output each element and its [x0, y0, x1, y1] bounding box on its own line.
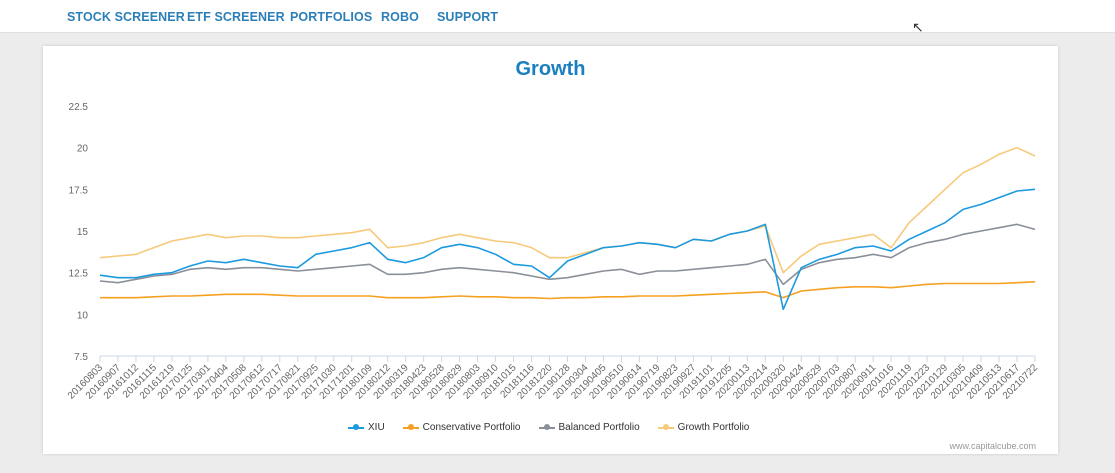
y-tick-label: 22.5	[69, 102, 89, 113]
legend-label: Balanced Portfolio	[558, 422, 640, 433]
series-line-conservative-portfolio	[100, 281, 1036, 300]
legend-item[interactable]: Conservative Portfolio	[402, 422, 521, 433]
nav-stock-screener[interactable]: STOCK SCREENER	[67, 10, 185, 24]
legend-item[interactable]: XIU	[348, 422, 385, 433]
y-tick-label: 17.5	[69, 185, 89, 196]
series-line-growth-portfolio	[99, 146, 1036, 274]
y-tick-label: 7.5	[74, 352, 88, 363]
legend-marker-icon	[348, 423, 364, 430]
legend-label: Growth Portfolio	[677, 422, 750, 433]
y-tick-label: 12.5	[69, 269, 89, 280]
legend-marker-icon	[402, 423, 419, 430]
chart-card: Growth 7.5 10 12.5 15 17.5 20 22.5 20160803 2016…	[43, 46, 1058, 454]
mouse-cursor-icon: ↖	[912, 19, 924, 35]
y-tick-label: 10	[77, 310, 89, 321]
nav-etf-screener[interactable]: ETF SCREENER	[187, 10, 285, 24]
y-tick-label: 15	[77, 227, 89, 238]
line-chart: 7.51012.51517.52022.52016080320160907201…	[66, 102, 1041, 402]
top-nav: STOCK SCREENER ETF SCREENER PORTFOLIOS R…	[0, 0, 1115, 33]
nav-support[interactable]: SUPPORT	[437, 10, 499, 24]
legend-label: Conservative Portfolio	[422, 422, 521, 433]
nav-robo[interactable]: ROBO	[381, 10, 419, 24]
y-tick-label: 20	[77, 144, 89, 155]
chart-title: Growth	[515, 58, 586, 80]
legend-label: XIU	[368, 422, 385, 433]
nav-portfolios[interactable]: PORTFOLIOS	[290, 10, 373, 24]
series-line-xiu	[99, 188, 1036, 311]
legend-item[interactable]: Balanced Portfolio	[538, 422, 640, 433]
series-line-balanced-portfolio	[99, 223, 1036, 286]
watermark: www.capitalcube.com	[949, 441, 1036, 451]
legend-marker-icon	[657, 423, 674, 430]
legend-item[interactable]: Growth Portfolio	[657, 422, 750, 433]
legend-marker-icon	[538, 423, 555, 430]
chart-legend: XIU Conservative Portfolio Balanced Portfo…	[348, 422, 749, 433]
